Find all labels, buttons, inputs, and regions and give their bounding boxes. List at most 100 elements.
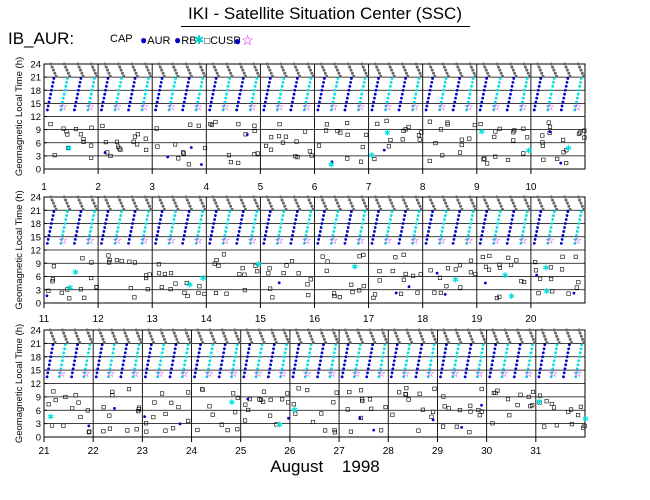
rb-point: [236, 343, 239, 347]
cusp-square-point: [132, 134, 137, 139]
rb-point: [523, 222, 527, 225]
pass-track-point: [170, 62, 174, 66]
pass-track-point: [76, 337, 80, 341]
rb-point: [354, 367, 358, 371]
pass-track-point: [220, 328, 224, 332]
rb-point: [306, 359, 310, 363]
x-tick-label: 13: [147, 314, 159, 325]
rb-point: [90, 222, 94, 225]
rb-point: [529, 351, 533, 355]
cap-aur-point: [240, 84, 244, 88]
cap-aur-point: [77, 84, 81, 88]
pass-track-point: [79, 68, 83, 72]
rb-point: [530, 347, 534, 351]
pass-track-point: [254, 201, 258, 205]
cusp-star-point: ☆: [81, 368, 91, 380]
cusp-square-point: [236, 122, 241, 127]
rb-point: ✱: [384, 128, 391, 137]
rb-point: [531, 343, 534, 347]
rb-point: ✱: [47, 413, 54, 422]
pass-track-point: [126, 337, 130, 341]
y-tick-label: 0: [36, 299, 41, 310]
rb-point: [494, 96, 498, 100]
cap-aur-point: [263, 238, 266, 241]
rb-point: [416, 218, 419, 221]
cap-aur-point: [492, 351, 496, 355]
pass-track-point: [466, 328, 470, 332]
y-tick-label: 6: [36, 138, 41, 149]
cusp-square-point: [377, 269, 382, 274]
pass-track-point: [468, 62, 472, 66]
pass-track-point: [113, 337, 117, 341]
cusp-square-point: [135, 142, 140, 147]
cap-aur-point: [541, 351, 545, 355]
pass-track-point: [198, 334, 202, 338]
pass-track-point: [197, 331, 201, 335]
pass-track-point: [280, 198, 284, 202]
pass-track-point: [161, 334, 165, 338]
cusp-star-point: ☆: [179, 368, 189, 380]
cap-aur-point: [194, 367, 198, 371]
rb-point: [411, 104, 415, 108]
rb-point: [388, 88, 391, 92]
cap-aur-point: [402, 218, 406, 221]
cap-aur-point: [322, 210, 326, 213]
cap-aur-point: [214, 210, 218, 213]
pass-track-point: [392, 207, 396, 211]
pass-track-point: [469, 198, 473, 202]
pass-track-point: [509, 62, 513, 66]
pass-track-point: [432, 71, 436, 75]
rb-point: [61, 230, 65, 233]
cusp-square-point: [284, 263, 289, 268]
cap-aur-point: [370, 241, 374, 245]
rb-point: [251, 96, 255, 100]
rb-point: [91, 84, 95, 88]
cusp-square-point: [240, 266, 245, 271]
cap-aur-point: [318, 234, 321, 237]
rb-point: [451, 375, 455, 379]
pass-track-point: [159, 328, 163, 332]
cap-aur-point: [158, 222, 162, 225]
cap-aur-point: [106, 210, 110, 213]
cusp-square-point: [428, 268, 433, 273]
cap-aur-point: [542, 347, 546, 351]
pass-track-point: [310, 204, 314, 208]
rb-point: [579, 347, 583, 351]
pass-track-point: [482, 195, 486, 199]
rb-point: [198, 226, 201, 229]
pass-track-point: [146, 201, 150, 205]
cusp-square-point: [61, 126, 66, 131]
cusp-square-point: [132, 295, 137, 300]
cusp-square-point: [221, 252, 227, 257]
pass-track-point: [307, 198, 311, 202]
rb-point: [550, 222, 554, 225]
cusp-square-point: [226, 153, 231, 158]
rb-point: [412, 234, 416, 237]
pass-track-point: [496, 65, 500, 69]
pass-track-point: [455, 62, 459, 66]
cap-aur-point: [563, 88, 567, 92]
cusp-square-point: [268, 413, 273, 418]
rb-point: [160, 355, 163, 359]
cap-aur-point: [567, 343, 571, 347]
rb-point: [525, 210, 529, 213]
rb-point: [303, 238, 307, 241]
cap-aur-point: [120, 371, 123, 375]
x-tick-label: 25: [235, 446, 247, 457]
pass-track-point: [443, 331, 447, 335]
cap-aur-point: [79, 77, 83, 80]
cusp-square-point: [521, 151, 526, 156]
cap-aur-point: [131, 88, 134, 92]
cusp-square-point: [49, 423, 55, 428]
cusp-square-point: [546, 120, 551, 125]
pass-track-point: [202, 204, 206, 208]
cusp-square-point: [65, 145, 71, 151]
cap-aur-point: [47, 234, 51, 237]
cap-aur-point: [269, 363, 273, 367]
cap-aur-point: [532, 241, 536, 245]
pass-track-point: [120, 71, 124, 75]
cusp-square-point: [544, 399, 549, 404]
cap-aur-point: [366, 371, 369, 375]
cusp-square-point: [549, 401, 554, 407]
